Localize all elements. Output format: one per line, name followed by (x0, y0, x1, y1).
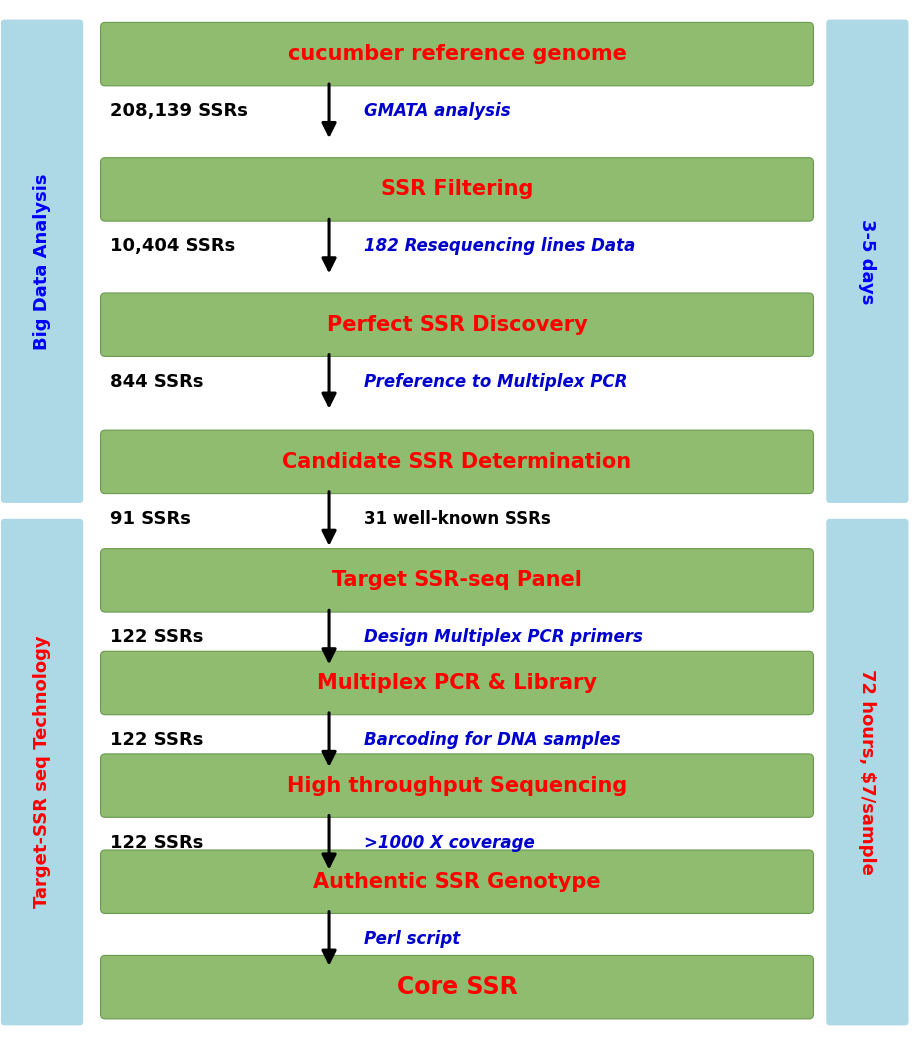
Text: cucumber reference genome: cucumber reference genome (288, 44, 626, 64)
FancyBboxPatch shape (101, 293, 813, 356)
Text: Target-SSR seq Technology: Target-SSR seq Technology (33, 635, 51, 908)
Text: Target SSR-seq Panel: Target SSR-seq Panel (332, 571, 582, 590)
Text: GMATA analysis: GMATA analysis (364, 102, 510, 120)
Text: >1000 X coverage: >1000 X coverage (364, 834, 535, 852)
Text: Multiplex PCR & Library: Multiplex PCR & Library (317, 673, 597, 693)
Text: 844 SSRs: 844 SSRs (110, 373, 203, 391)
FancyBboxPatch shape (1, 20, 83, 503)
Text: Perfect SSR Discovery: Perfect SSR Discovery (326, 315, 588, 334)
FancyBboxPatch shape (826, 518, 909, 1025)
Text: 122 SSRs: 122 SSRs (110, 628, 203, 646)
FancyBboxPatch shape (101, 651, 813, 715)
FancyBboxPatch shape (826, 20, 909, 503)
Text: 91 SSRs: 91 SSRs (110, 510, 190, 528)
FancyBboxPatch shape (1, 518, 83, 1025)
Text: Preference to Multiplex PCR: Preference to Multiplex PCR (364, 373, 627, 391)
FancyBboxPatch shape (101, 431, 813, 493)
Text: 182 Resequencing lines Data: 182 Resequencing lines Data (364, 237, 635, 255)
Text: Big Data Analysis: Big Data Analysis (33, 173, 51, 349)
Text: 10,404 SSRs: 10,404 SSRs (110, 237, 235, 255)
Text: Authentic SSR Genotype: Authentic SSR Genotype (314, 872, 600, 891)
Text: 208,139 SSRs: 208,139 SSRs (110, 102, 248, 120)
FancyBboxPatch shape (101, 22, 813, 86)
Text: 122 SSRs: 122 SSRs (110, 834, 203, 852)
Text: Candidate SSR Determination: Candidate SSR Determination (282, 451, 632, 472)
Text: SSR Filtering: SSR Filtering (381, 180, 533, 200)
Text: Perl script: Perl script (364, 930, 460, 948)
FancyBboxPatch shape (101, 158, 813, 222)
Text: Design Multiplex PCR primers: Design Multiplex PCR primers (364, 628, 643, 646)
FancyBboxPatch shape (101, 850, 813, 913)
Text: High throughput Sequencing: High throughput Sequencing (287, 775, 627, 795)
Text: 122 SSRs: 122 SSRs (110, 730, 203, 749)
Text: 72 hours, $7/sample: 72 hours, $7/sample (858, 669, 877, 875)
Text: 3-5 days: 3-5 days (858, 218, 877, 304)
Text: Core SSR: Core SSR (397, 975, 517, 999)
FancyBboxPatch shape (101, 955, 813, 1019)
FancyBboxPatch shape (101, 753, 813, 817)
Text: 31 well-known SSRs: 31 well-known SSRs (364, 510, 550, 528)
Text: Barcoding for DNA samples: Barcoding for DNA samples (364, 730, 621, 749)
FancyBboxPatch shape (101, 549, 813, 612)
